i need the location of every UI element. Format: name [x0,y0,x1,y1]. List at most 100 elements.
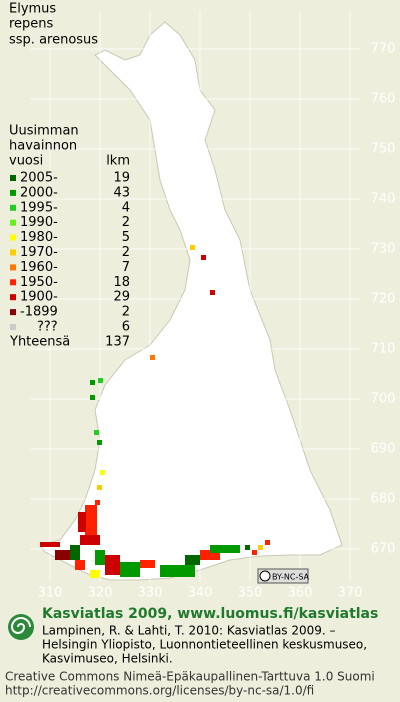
dot [40,542,60,547]
x-tick-label: 320 [88,586,113,601]
x-tick-label: 340 [188,586,213,601]
badge-icon [259,570,271,582]
y-tick-label: 690 [371,442,396,457]
dot [97,440,102,445]
legend-label: 1980- [20,230,58,245]
legend-swatch [10,279,16,286]
cc-badge: BY-NC-SA [257,568,310,584]
dot [265,540,270,545]
dot [98,378,103,383]
legend-swatch [10,189,16,196]
legend-label: 1970- [20,245,58,260]
legend-count: 5 [122,230,130,245]
y-tick-label: 760 [371,92,396,107]
dot [80,535,100,545]
legend: 2005- 19 2000- 43 1995- 4 1990- 2 1980- 5 1970- 2 19… [9,171,130,350]
species-name: ssp. arenosus [9,33,98,48]
dot [245,545,250,550]
legend-count: 2 [122,305,130,320]
legend-label: 1990- [20,215,58,230]
legend-label: 2005- [20,171,58,186]
dot [210,290,215,295]
dot [78,512,86,532]
observation-dots [40,245,270,578]
dot [252,550,257,555]
legend-count: 43 [113,185,130,200]
dot [90,395,95,400]
logo [8,614,34,640]
dot [120,562,140,577]
legend-swatch [10,175,16,181]
dot [185,555,200,565]
legend-label: ??? [37,320,58,335]
x-tick-label: 360 [288,586,313,601]
dot [105,555,120,575]
dot [90,380,95,385]
dot [75,560,85,570]
legend-label: 2000- [20,185,58,200]
x-tick-label: 350 [238,586,263,601]
x-tick-label: 370 [338,586,363,601]
license: http://creativecommons.org/licenses/by-n… [5,684,314,698]
legend-swatch [10,249,16,256]
legend-count: 4 [122,200,130,215]
legend-total-label: Yhteensä [9,334,70,349]
legend-swatch [10,234,16,241]
y-tick-label: 670 [371,542,396,557]
y-tick-label: 730 [371,242,396,257]
legend-count: 2 [122,215,130,230]
legend-swatch [10,264,16,271]
citation: Helsingin Yliopisto, Luonnontieteellinen… [42,638,367,652]
y-tick-label: 680 [371,492,396,507]
dot [258,545,263,550]
dot [90,570,100,578]
legend-swatch [10,204,16,211]
dot [97,485,102,490]
legend-label: 1995- [20,200,58,215]
legend-label: -1899 [20,305,58,320]
dot [94,430,99,435]
species-name: Elymus [9,2,56,17]
legend-count: 2 [122,245,130,260]
legend-count: 6 [122,320,130,335]
legend-total-count: 137 [105,334,130,349]
legend-column: lkm [106,154,130,169]
dot [201,255,206,260]
y-tick-label: 700 [371,392,396,407]
y-tick-label: 740 [371,192,396,207]
dot [160,565,195,577]
dot [100,470,105,475]
legend-swatch [10,309,16,316]
legend-swatch [10,294,16,301]
badge-text: BY-NC-SA [272,573,310,582]
citation: Kasvimuseo, Helsinki. [42,652,173,666]
legend-label: 1960- [20,260,58,275]
license: Creative Commons Nimeä-Epäkaupallinen-Ta… [5,670,375,684]
badge-box [257,568,309,584]
dot [85,505,97,535]
legend-heading: Uusimman [9,124,79,139]
dot [200,550,220,560]
grid: 310 320 330 340 350 360 370 670 680 690 700 710 720 7… [30,10,395,601]
y-tick-label: 750 [371,142,396,157]
legend-column: vuosi [9,154,43,169]
dot [55,550,70,560]
dot [150,355,155,360]
species-name: repens [9,17,54,32]
x-tick-label: 330 [138,586,163,601]
dot [210,545,240,553]
legend-label: 1900- [20,290,58,305]
dot [190,245,195,250]
logo-spiral [10,617,31,634]
dot [70,545,80,560]
legend-count: 19 [113,171,130,186]
legend-label: 1950- [20,275,58,290]
legend-count: 7 [122,260,130,275]
headline: Kasviatlas 2009, www.luomus.fi/kasviatla… [42,606,378,622]
dot [95,550,105,565]
y-tick-label: 710 [371,342,396,357]
legend-heading: havainnon [9,139,77,154]
citation: Lampinen, R. & Lahti, T. 2010: Kasviatla… [42,624,336,638]
y-tick-label: 720 [371,292,396,307]
